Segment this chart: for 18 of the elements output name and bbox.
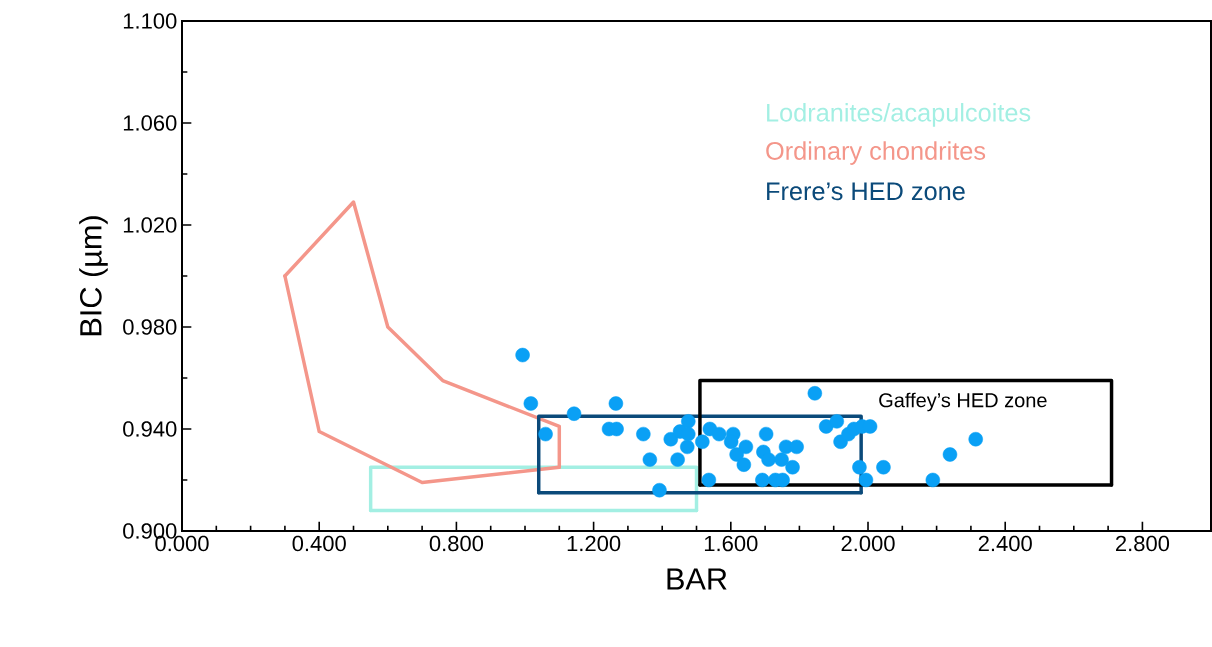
x-tick-label: 0.400: [292, 535, 346, 552]
y-tick-label: 1.060: [123, 115, 177, 131]
y-tick-label: 1.020: [123, 217, 177, 233]
x-axis-title: BAR: [667, 568, 727, 590]
y-axis-title: BIC (µm): [79, 216, 108, 336]
x-tick-label: 2.800: [1115, 535, 1170, 552]
x-tick-label: 0.800: [429, 535, 484, 552]
x-tick-label: 1.200: [567, 535, 621, 552]
text: Frere’s HED zone: [767, 182, 965, 201]
y-tick-label: 0.980: [123, 319, 177, 335]
y-tick-label: 0.940: [123, 421, 177, 437]
x-tick-label: 2.400: [978, 535, 1032, 552]
text: Lodranites/acapulcoites: [767, 103, 1031, 127]
text: Ordinary chondrites: [766, 141, 986, 165]
x-tick-label: 1.600: [704, 535, 758, 552]
x-tick-label: 2.000: [841, 535, 895, 552]
annotation: Gaffey’s HED zone: [879, 392, 1047, 412]
y-tick-label: 1.100: [123, 13, 177, 29]
